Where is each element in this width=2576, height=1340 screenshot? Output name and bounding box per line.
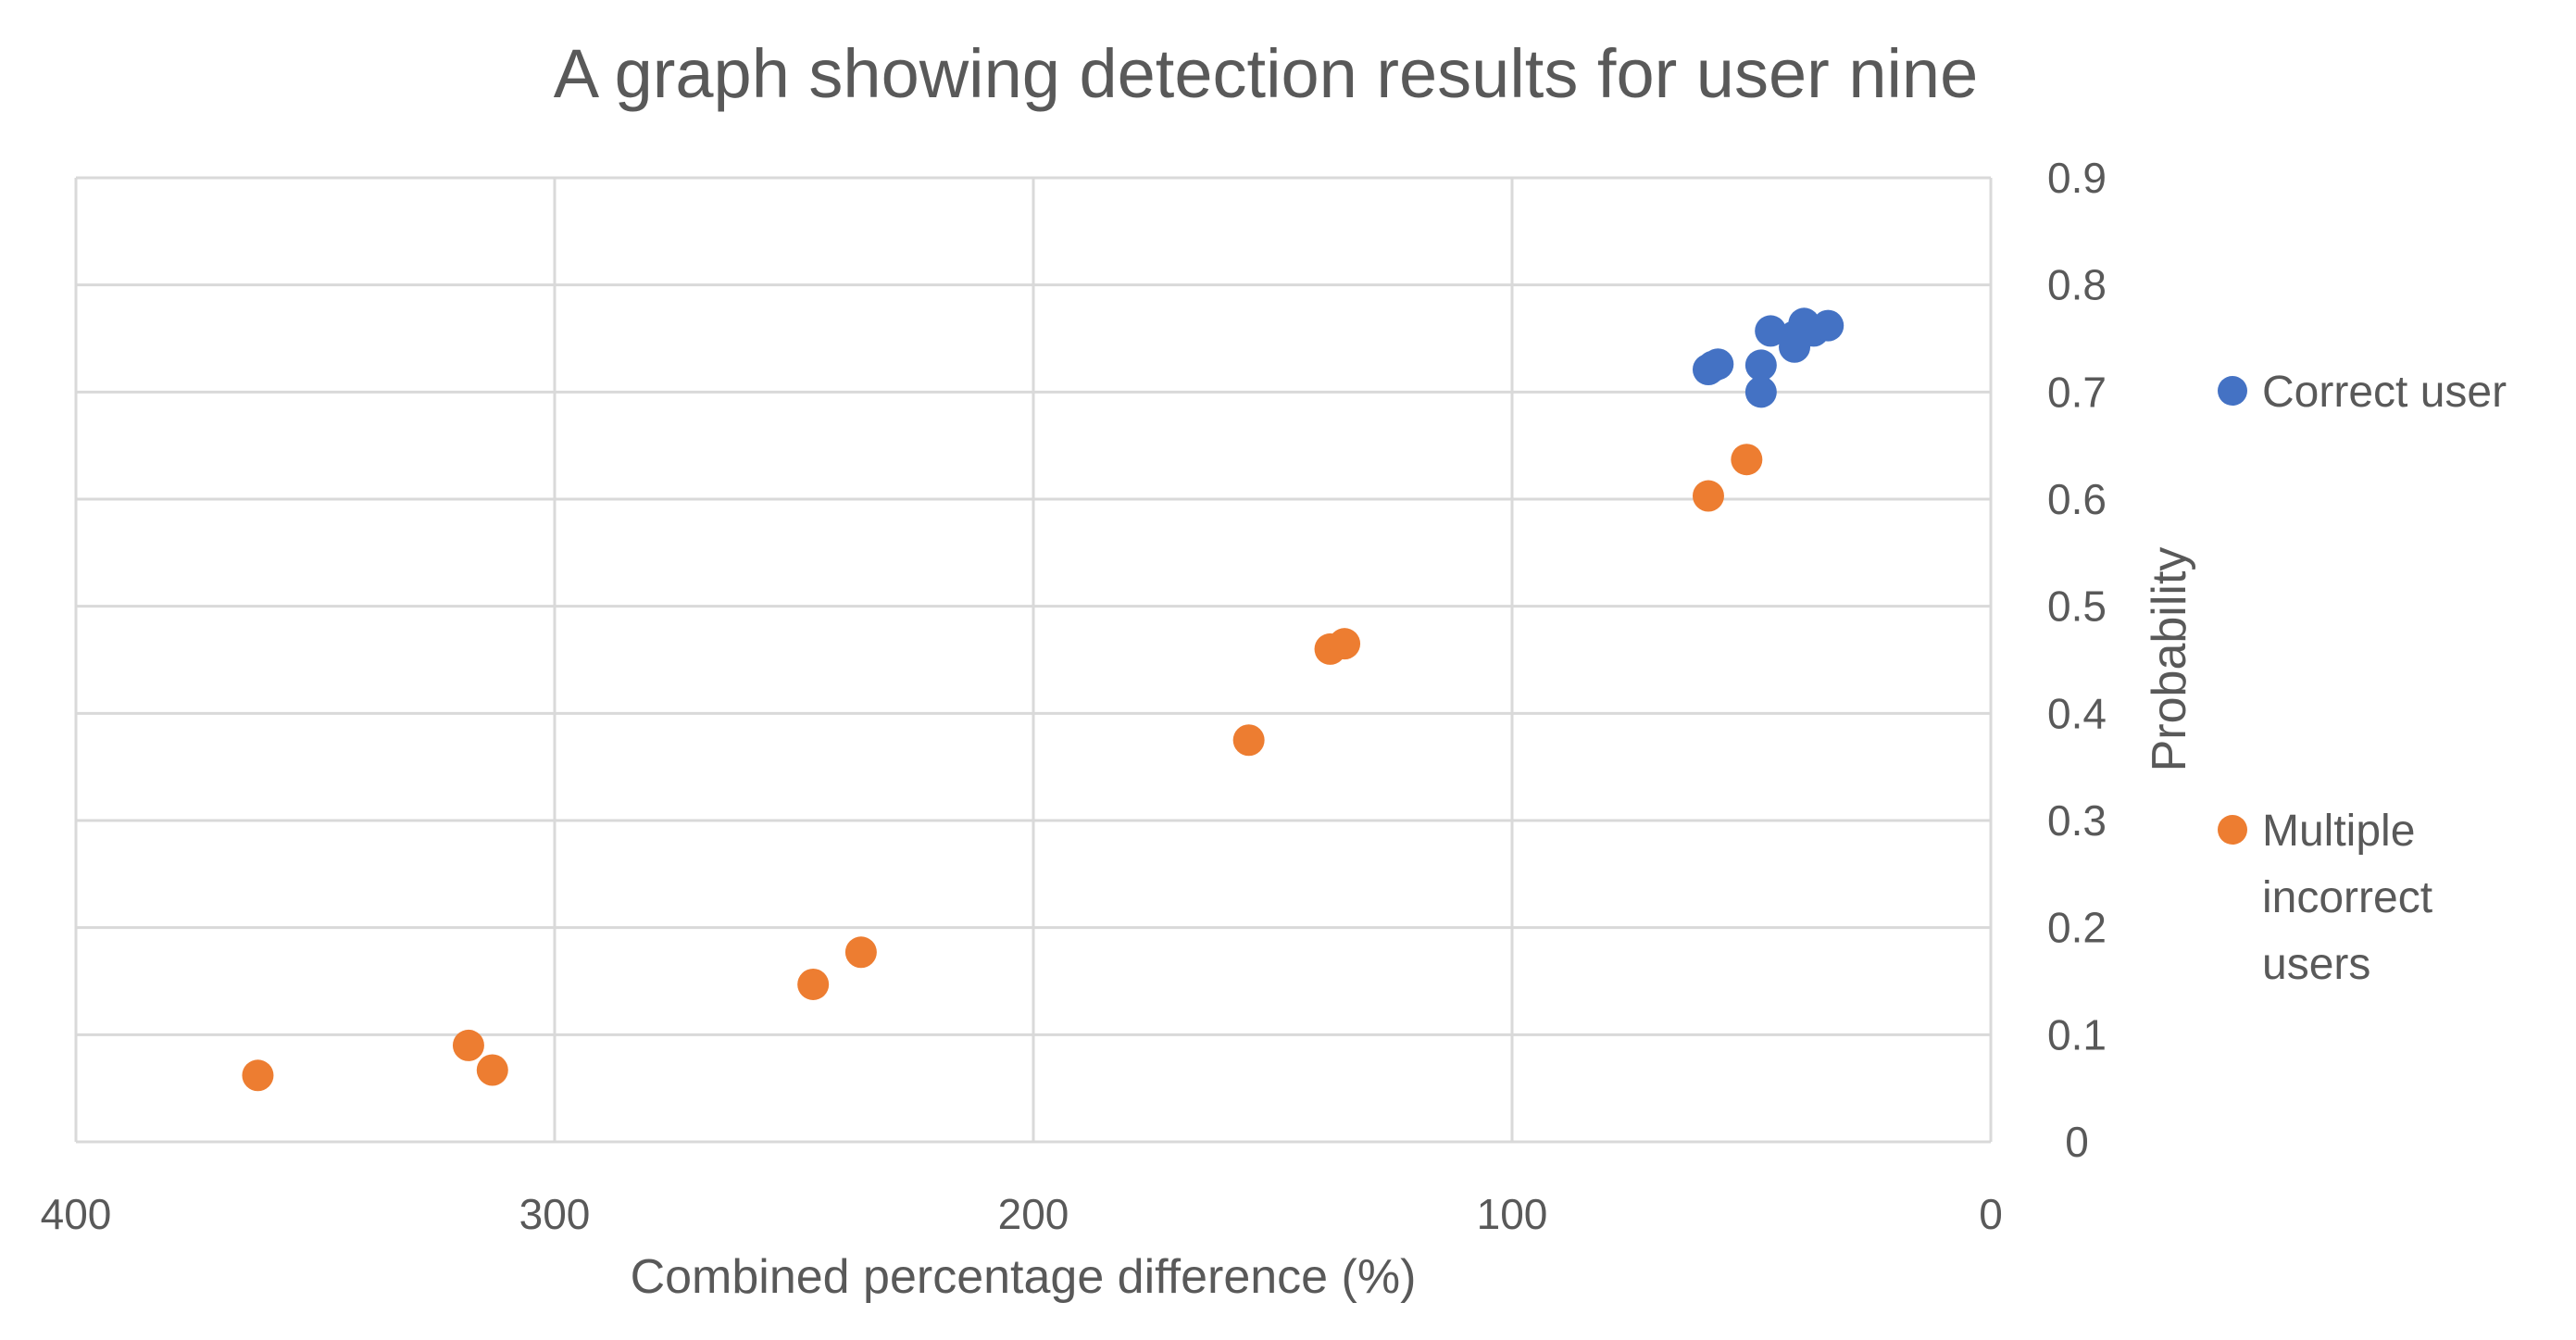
axes (74, 176, 1991, 1144)
x-tick-label: 400 (41, 1190, 112, 1238)
legend-marker (2218, 815, 2247, 845)
x-tick-label: 100 (1477, 1190, 1548, 1238)
data-point (1812, 309, 1844, 342)
data-point (844, 936, 877, 969)
legend-item: Correct user (2218, 368, 2507, 417)
data-point (1329, 628, 1361, 660)
y-tick-label: 0.2 (2047, 904, 2107, 952)
x-tick-label: 0 (1979, 1190, 2003, 1238)
data-point (797, 968, 830, 1000)
y-tick-label: 0.8 (2047, 261, 2107, 309)
legend-marker (2218, 376, 2247, 406)
series-1 (242, 444, 1763, 1092)
legend-label: users (2262, 940, 2370, 989)
data-point (1744, 376, 1777, 408)
y-axis-label: Probability (2143, 547, 2196, 772)
data-point (1744, 349, 1777, 382)
legend-item: Multiple incorrect users (2218, 807, 2432, 989)
gridlines (74, 176, 1993, 1142)
chart-title: A graph showing detection results for us… (554, 35, 1978, 112)
data-point (1692, 480, 1724, 512)
data-point (476, 1054, 508, 1086)
y-tick-label: 0.1 (2047, 1010, 2107, 1058)
x-axis-label: Combined percentage difference (%) (631, 1250, 1417, 1304)
legend-label: Correct user (2262, 368, 2507, 417)
y-tick-label: 0 (2065, 1118, 2089, 1166)
data-points (242, 307, 1844, 1092)
y-tick-label: 0.9 (2047, 154, 2107, 202)
y-tick-label: 0.7 (2047, 368, 2107, 416)
y-tick-label: 0.4 (2047, 689, 2107, 737)
data-point (1755, 315, 1787, 347)
data-point (242, 1059, 274, 1092)
legend: Correct user Multiple incorrect users (2218, 368, 2507, 989)
data-point (1232, 724, 1265, 757)
data-point (1702, 348, 1734, 381)
legend-label: incorrect (2262, 873, 2432, 922)
x-tick-label: 300 (519, 1190, 591, 1238)
y-tick-label: 0.6 (2047, 475, 2107, 523)
data-point (452, 1029, 484, 1061)
y-tick-label: 0.3 (2047, 796, 2107, 845)
series-0 (1692, 307, 1844, 408)
y-tick-label: 0.5 (2047, 582, 2107, 631)
y-axis-ticks: 0 0.1 0.2 0.3 0.4 0.5 0.6 0.7 0.8 0.9 (2047, 154, 2107, 1166)
legend-label: Multiple (2262, 807, 2415, 856)
x-axis-ticks: 400 300 200 100 0 (41, 1190, 2003, 1238)
x-tick-label: 200 (998, 1190, 1069, 1238)
data-point (1731, 444, 1763, 476)
